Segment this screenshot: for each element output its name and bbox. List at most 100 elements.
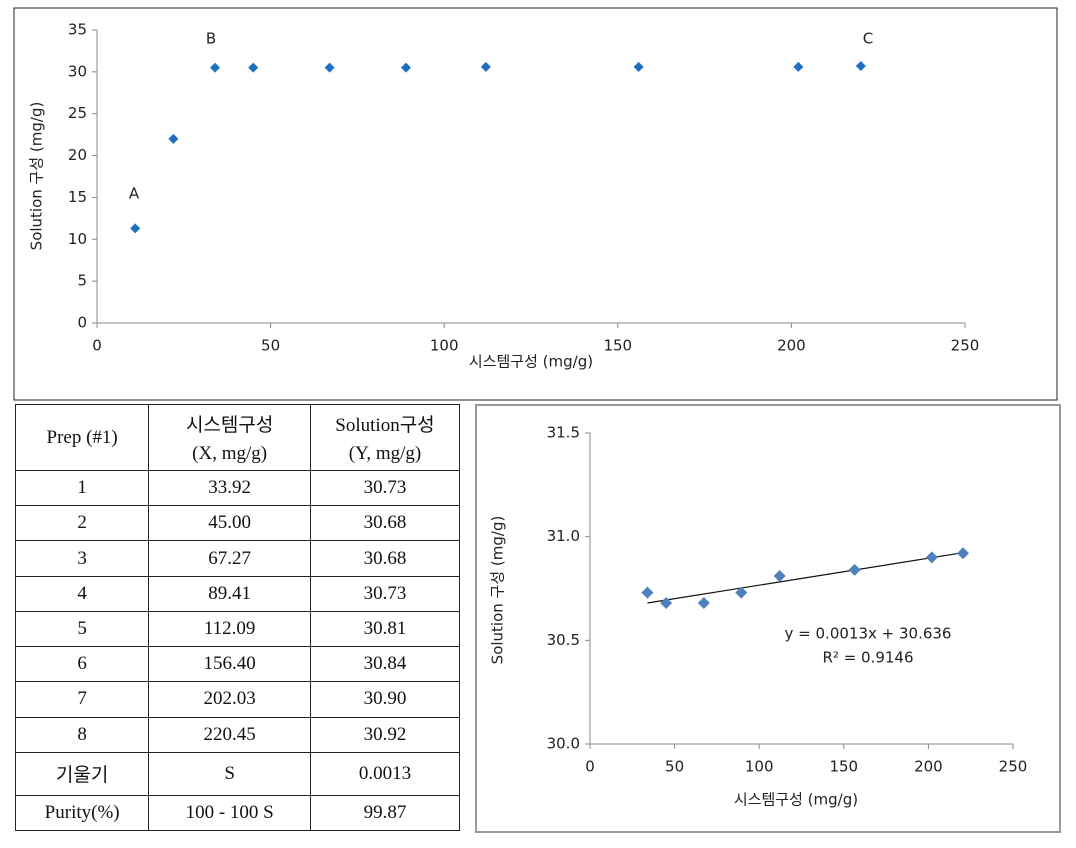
point (660, 597, 673, 610)
table-cell: 2 (14, 505, 150, 542)
table-cell: 30.81 (309, 610, 461, 648)
table-row: 6 156.40 30.84 (14, 646, 461, 683)
table-row: 1 33.92 30.73 (14, 469, 461, 507)
table-cell: 89.41 (148, 575, 311, 612)
table-cell: 67.27 (148, 540, 311, 577)
x-tick-label: 100 (745, 758, 774, 776)
x-tick-label: 200 (777, 337, 806, 355)
y-tick-label: 31.5 (547, 424, 580, 442)
x-axis-label: 시스템구성 (mg/g) (734, 791, 858, 809)
x-tick-label: 0 (585, 758, 595, 776)
table-cell: 45.00 (148, 505, 311, 542)
y-tick-label: 20 (68, 146, 87, 164)
table-row: Purity(%) 100 - 100 S 99.87 (14, 794, 461, 832)
y-tick-label: 10 (68, 230, 87, 248)
x-tick-label: 50 (261, 337, 280, 355)
table-cell: 30.73 (309, 575, 461, 612)
trendline (647, 552, 964, 604)
x-tick-label: 200 (914, 758, 943, 776)
x-tick-label: 100 (430, 337, 459, 355)
point (925, 551, 938, 564)
trend-equation: y = 0.0013x + 30.636 (785, 625, 952, 643)
point (697, 597, 710, 610)
table-cell: 202.03 (148, 681, 311, 718)
table-cell: 156.40 (148, 646, 311, 683)
header-cell: Prep (#1) (14, 404, 150, 471)
table-cell: 3 (14, 540, 150, 577)
table-row: 2 45.00 30.68 (14, 505, 461, 542)
y-tick-label: 15 (68, 188, 87, 206)
header-text: Solution구성 (335, 415, 435, 436)
point (168, 133, 179, 144)
point (480, 61, 491, 72)
table-row: 기울기 S 0.0013 (14, 751, 461, 796)
table-row: 5 112.09 30.81 (14, 610, 461, 648)
x-tick-label: 150 (829, 758, 858, 776)
x-tick-label: 250 (999, 758, 1028, 776)
point (401, 62, 412, 73)
x-tick-label: 0 (92, 337, 102, 355)
table-cell: 1 (14, 469, 150, 507)
table-cell: 99.87 (309, 794, 461, 832)
header-row: Prep (#1) 시스템구성 (X, mg/g) Solution구성 (Y, mg/… (14, 404, 461, 471)
point (793, 61, 804, 72)
y-tick-label: 0 (77, 314, 87, 332)
point (633, 61, 644, 72)
table-cell: 8 (14, 716, 150, 753)
table-cell: 4 (14, 575, 150, 612)
chart-frame (13, 7, 1058, 401)
data-table: Prep (#1) 시스템구성 (X, mg/g) Solution구성 (Y, mg/… (14, 404, 461, 832)
x-tick-label: 50 (665, 758, 684, 776)
table-body: Prep (#1) 시스템구성 (X, mg/g) Solution구성 (Y, mg/… (14, 404, 461, 832)
x-tick-label: 250 (951, 337, 980, 355)
y-tick-label: 30.5 (547, 631, 580, 649)
table-cell: 112.09 (148, 610, 311, 648)
point (210, 62, 221, 73)
y-tick-label: 25 (68, 104, 87, 122)
table-row: 4 89.41 30.73 (14, 575, 461, 612)
table-cell: 30.92 (309, 716, 461, 753)
point (773, 570, 786, 583)
table-cell: 220.45 (148, 716, 311, 753)
annotation: C (863, 30, 873, 48)
chart-frame (475, 404, 1061, 833)
header-cell: Solution구성 (Y, mg/g) (309, 404, 461, 471)
header-text: (X, mg/g) (192, 443, 268, 464)
x-tick-label: 150 (603, 337, 632, 355)
x-axis-label: 시스템구성 (mg/g) (469, 353, 593, 371)
table-cell: S (148, 751, 311, 796)
header-text: 시스템구성 (185, 415, 274, 436)
point (848, 563, 861, 576)
header-text: Prep (#1) (46, 426, 118, 448)
y-axis-label: Solution 구성 (mg/g) (489, 516, 507, 665)
table-row: 8 220.45 30.92 (14, 716, 461, 753)
y-tick-label: 35 (68, 21, 87, 39)
table-cell: 30.68 (309, 540, 461, 577)
y-axis-label: Solution 구성 (mg/g) (28, 102, 46, 251)
point (130, 223, 141, 234)
point (248, 62, 259, 73)
table-cell: 33.92 (148, 469, 311, 507)
table-row: 7 202.03 30.90 (14, 681, 461, 718)
table-cell: 0.0013 (309, 751, 461, 796)
point (957, 547, 970, 560)
header-cell: 시스템구성 (X, mg/g) (148, 404, 311, 471)
table-cell: 7 (14, 681, 150, 718)
table-cell: 30.90 (309, 681, 461, 718)
table-cell: 5 (14, 610, 150, 648)
table-cell: 30.84 (309, 646, 461, 683)
annotation: B (206, 30, 216, 48)
table-cell: 6 (14, 646, 150, 683)
table-cell: Purity(%) (14, 794, 150, 832)
point (641, 586, 654, 599)
y-tick-label: 5 (77, 272, 87, 290)
trend-r2: R² = 0.9146 (822, 649, 913, 667)
point (324, 62, 335, 73)
header-text: (Y, mg/g) (348, 443, 422, 464)
table-cell: 100 - 100 S (148, 794, 311, 832)
y-tick-label: 30 (68, 62, 87, 80)
table-cell: 기울기 (14, 751, 150, 796)
y-tick-label: 30.0 (547, 735, 580, 753)
